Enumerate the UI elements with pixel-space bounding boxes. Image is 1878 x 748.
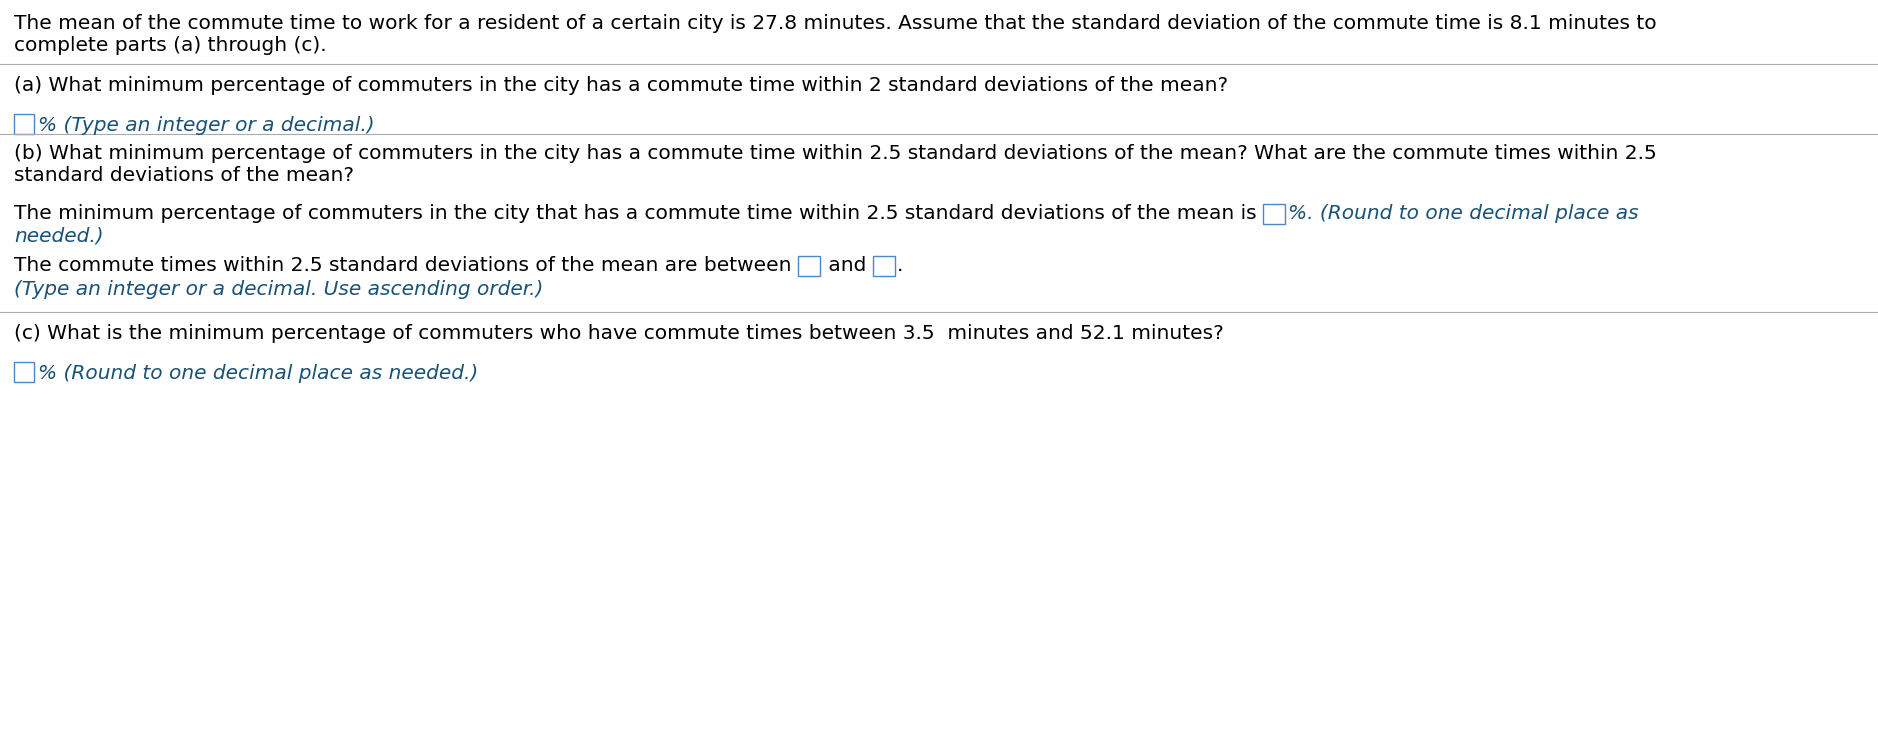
Bar — [798, 256, 821, 276]
Text: The commute times within 2.5 standard deviations of the mean are between: The commute times within 2.5 standard de… — [13, 256, 798, 275]
Bar — [13, 362, 34, 382]
Bar — [13, 114, 34, 134]
Text: needed.): needed.) — [13, 226, 103, 245]
Text: and: and — [823, 256, 873, 275]
Text: %. (Round to one decimal place as: %. (Round to one decimal place as — [1288, 204, 1639, 223]
Text: complete parts (a) through (c).: complete parts (a) through (c). — [13, 36, 327, 55]
Text: % (Type an integer or a decimal.): % (Type an integer or a decimal.) — [38, 116, 374, 135]
Bar — [1264, 204, 1285, 224]
Text: % (Round to one decimal place as needed.): % (Round to one decimal place as needed.… — [38, 364, 479, 383]
Text: The mean of the commute time to work for a resident of a certain city is 27.8 mi: The mean of the commute time to work for… — [13, 14, 1656, 33]
Text: (b) What minimum percentage of commuters in the city has a commute time within 2: (b) What minimum percentage of commuters… — [13, 144, 1656, 163]
Bar — [873, 256, 894, 276]
Text: (Type an integer or a decimal. Use ascending order.): (Type an integer or a decimal. Use ascen… — [13, 280, 543, 299]
Text: (c) What is the minimum percentage of commuters who have commute times between 3: (c) What is the minimum percentage of co… — [13, 324, 1224, 343]
Text: .: . — [896, 256, 903, 275]
Text: The minimum percentage of commuters in the city that has a commute time within 2: The minimum percentage of commuters in t… — [13, 204, 1264, 223]
Text: standard deviations of the mean?: standard deviations of the mean? — [13, 166, 353, 185]
Text: (a) What minimum percentage of commuters in the city has a commute time within 2: (a) What minimum percentage of commuters… — [13, 76, 1228, 95]
